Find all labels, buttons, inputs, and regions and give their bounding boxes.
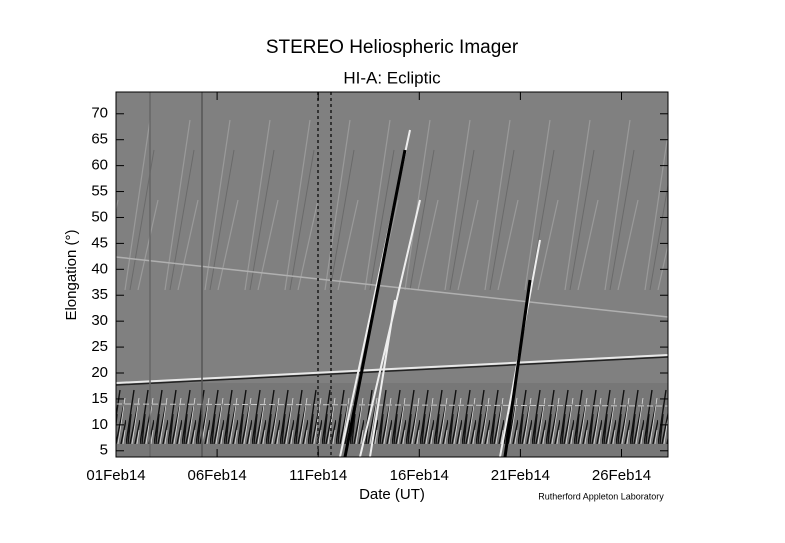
y-tick-label: 5 [100, 442, 108, 459]
y-tick-label: 35 [91, 286, 108, 303]
y-tick-label: 65 [91, 131, 108, 148]
y-tick-label: 55 [91, 183, 108, 200]
y-tick-label: 70 [91, 105, 108, 122]
y-tick-label: 20 [91, 364, 108, 381]
x-tick-label: 11Feb14 [289, 467, 347, 484]
x-axis-label: Date (UT) [359, 486, 425, 503]
chart-subtitle: HI-A: Ecliptic [343, 68, 441, 87]
y-tick-label: 10 [91, 416, 108, 433]
y-tick-label: 40 [91, 260, 108, 277]
y-tick-label: 25 [91, 338, 108, 355]
x-tick-label: 01Feb14 [86, 467, 145, 484]
credit: Rutherford Appleton Laboratory [538, 491, 664, 501]
x-tick-label: 16Feb14 [390, 467, 449, 484]
x-tick-label: 06Feb14 [187, 467, 246, 484]
y-axis-label: Elongation (°) [63, 229, 80, 320]
y-tick-label: 60 [91, 157, 108, 174]
x-tick-label: 21Feb14 [491, 467, 550, 484]
jmap-image [115, 92, 669, 458]
y-tick-label: 45 [91, 234, 108, 251]
chart-title: STEREO Heliospheric Imager [266, 37, 519, 58]
plot-frame [115, 91, 669, 458]
y-tick-label: 30 [91, 312, 108, 329]
y-tick-label: 50 [91, 208, 108, 225]
x-tick-label: 26Feb14 [592, 467, 651, 484]
y-tick-label: 15 [91, 390, 108, 407]
